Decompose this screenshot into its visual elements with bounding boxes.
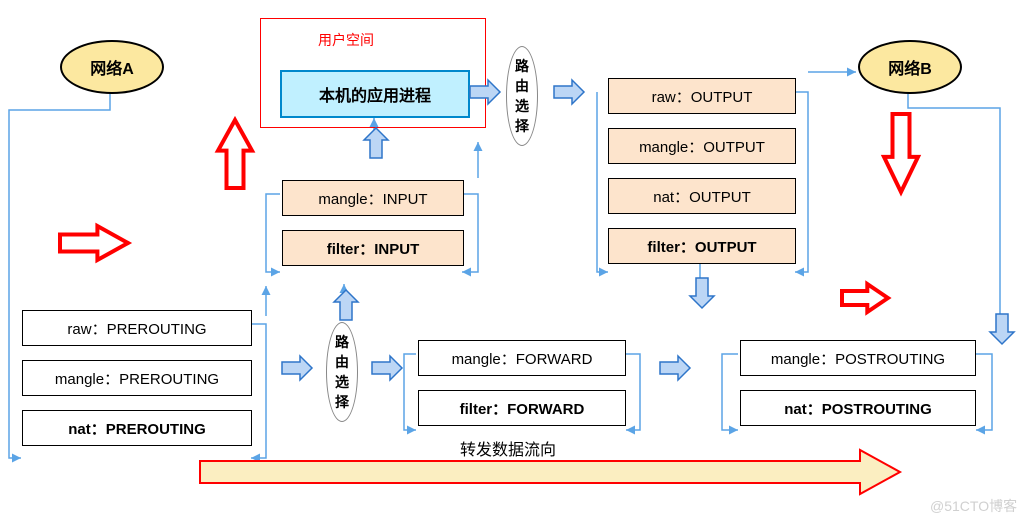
watermark: @51CTO博客 bbox=[930, 496, 1017, 516]
diagram-canvas: 网络A 网络B 用户空间 本机的应用进程 路由选择 路由选择 raw：PRERO… bbox=[0, 0, 1031, 515]
forward-label: 转发数据流向 bbox=[460, 436, 556, 460]
